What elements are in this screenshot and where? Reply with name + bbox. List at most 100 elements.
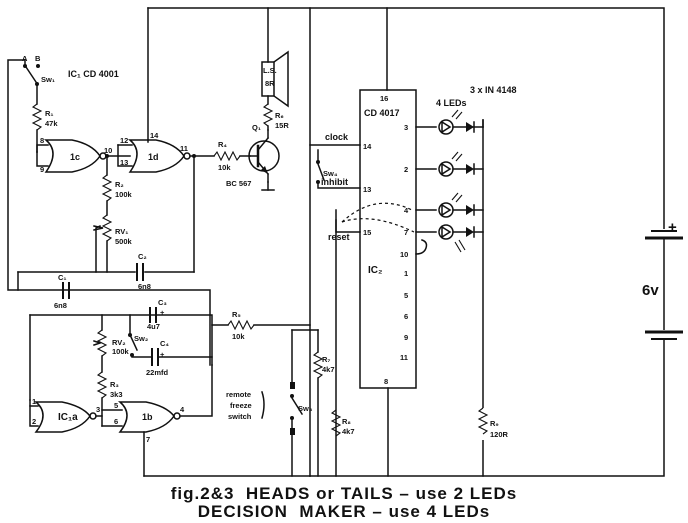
g1c-pin10: 10 [104, 146, 112, 155]
remote-label-3: switch [228, 412, 252, 421]
c3-name: C₃ [158, 298, 167, 307]
ic2-pin6: 6 [404, 312, 408, 321]
ic2-pin3: 3 [404, 123, 408, 132]
r9-value: 120R [490, 430, 509, 439]
supply-rails [147, 7, 665, 477]
r5-name: R₅ [232, 310, 241, 319]
rv1-value: 500k [115, 237, 133, 246]
ic2-pin11: 11 [400, 353, 408, 362]
ic2-pin10: 10 [400, 250, 408, 259]
r8-value: 4k7 [342, 427, 355, 436]
led-array: 4 LEDs 3 x IN 4148 [415, 85, 517, 255]
ic2-pin1: 1 [404, 269, 408, 278]
reset-label: reset [328, 232, 350, 242]
q1-name: Q₁ [252, 123, 261, 132]
clock-label: clock [325, 132, 349, 142]
speaker-value: 8R [265, 79, 275, 88]
g1c-pin8: 8 [40, 136, 44, 145]
remote-label-1: remote [226, 390, 251, 399]
rv2-name: RV₂ [112, 338, 126, 347]
r6-value: 15R [275, 121, 289, 130]
speaker-name: L.S. [263, 66, 277, 75]
c3-plus: + [160, 308, 165, 317]
battery-6v: + 6v [632, 219, 688, 340]
freeze-switch: Sw₃ remote freeze switch [226, 329, 313, 477]
c1-value: 6n8 [54, 301, 67, 310]
g1b-pin7: 7 [146, 435, 150, 444]
pull-resistors: R₇ 4k7 R₈ 4k7 R₉ 120R [309, 329, 509, 477]
ic2-pin15: 15 [363, 228, 371, 237]
g1d-pin12: 12 [120, 136, 128, 145]
c1-name: C₁ [58, 273, 67, 282]
c2-value: 6n8 [138, 282, 151, 291]
ic2-pin4: 4 [404, 206, 409, 215]
rv1-name: RV₁ [115, 227, 128, 236]
r8-name: R₈ [342, 417, 351, 426]
gate-1c: 1c 8 9 10 [36, 136, 131, 174]
c2-name: C₂ [138, 252, 147, 261]
sw4-label: Sw₄ [323, 169, 338, 178]
inhibit-label: inhibit [321, 177, 348, 187]
battery-plus-label: + [668, 219, 677, 236]
timing-network-2: RV₂ 100k C₃ 4u7 + Sw₂ C₄ 22mfd + R₅ 10k … [29, 298, 311, 411]
r3-name: R₃ [110, 380, 119, 389]
ic2-pin7: 7 [404, 228, 408, 237]
sw3-label: Sw₃ [298, 404, 313, 413]
ic2-part-label: CD 4017 [364, 108, 400, 118]
gate-1a-label: IC₁a [58, 412, 78, 423]
g1b-pin4: 4 [180, 405, 185, 414]
g1b-pin5: 5 [114, 401, 118, 410]
figure-caption-line-1: fig.2&3 HEADS or TAILS – use 2 LEDs [170, 484, 518, 503]
r7-name: R₇ [322, 355, 330, 364]
ic2-pin14: 14 [363, 142, 372, 151]
g1d-pin14: 14 [150, 131, 159, 140]
rv2-value: 100k [112, 347, 130, 356]
gate-1c-label: 1c [70, 152, 80, 162]
g1b-pin6: 6 [114, 417, 118, 426]
r4-name: R₄ [218, 140, 227, 149]
r1-value: 47k [45, 119, 58, 128]
switch-sw1: A B Sw₁ R₁ 47k IC₁ CD 4001 [7, 54, 211, 366]
ic2-pin13: 13 [363, 185, 371, 194]
ic2-label: IC₂ [368, 265, 382, 276]
g1a-pin3: 3 [96, 405, 100, 414]
r3-value: 3k3 [110, 390, 123, 399]
r2-name: R₂ [115, 180, 124, 189]
battery-voltage-label: 6v [642, 282, 659, 299]
timing-network-1: R₂ 100k RV₁ 500k C₂ 6n8 C₁ 6n8 [17, 155, 195, 310]
r2-value: 100k [115, 190, 133, 199]
sw1-pos-a: A [22, 54, 28, 63]
ic2-input-wiring: clock Sw₄ inhibit reset [309, 132, 415, 242]
remote-label-2: freeze [230, 401, 252, 410]
ic2-pin8: 8 [384, 377, 388, 386]
ic2-pin9: 9 [404, 333, 408, 342]
ic2-pin16: 16 [380, 94, 388, 103]
gate-1a: IC₁a 1 2 3 [29, 397, 123, 433]
r9-name: R₉ [490, 419, 499, 428]
r6-name: R₆ [275, 111, 284, 120]
r1-name: R₁ [45, 109, 54, 118]
r4-value: 10k [218, 163, 231, 172]
c3-value: 4u7 [147, 322, 160, 331]
sw2-label: Sw₂ [134, 334, 148, 343]
g1a-pin1: 1 [32, 397, 36, 406]
q1-value: BC 567 [226, 179, 251, 188]
diodes-label: 3 x IN 4148 [470, 85, 517, 95]
sw1-pos-b: B [35, 54, 41, 63]
c4-value: 22mfd [146, 368, 169, 377]
r5-value: 10k [232, 332, 245, 341]
g1d-pin13: 13 [120, 158, 128, 167]
g1c-pin9: 9 [40, 165, 44, 174]
leds-label: 4 LEDs [436, 98, 467, 108]
r7-value: 4k7 [322, 365, 335, 374]
g1a-pin2: 2 [32, 417, 36, 426]
gate-1d-label: 1d [148, 152, 159, 162]
output-stage: R₄ 10k Q₁ BC 567 L.S. 8R R₆ 15R [213, 50, 289, 191]
c4-plus: + [160, 350, 165, 359]
figure-caption-line-2: DECISION MAKER – use 4 LEDs [197, 502, 491, 521]
ic2-pin5: 5 [404, 291, 408, 300]
ic2-cd4017: 16 CD 4017 IC₂ 8 14 13 15 3 2 4 7 10 1 5… [359, 89, 417, 389]
c4-name: C₄ [160, 339, 169, 348]
gate-1b: 1b 5 6 4 7 [114, 364, 311, 477]
